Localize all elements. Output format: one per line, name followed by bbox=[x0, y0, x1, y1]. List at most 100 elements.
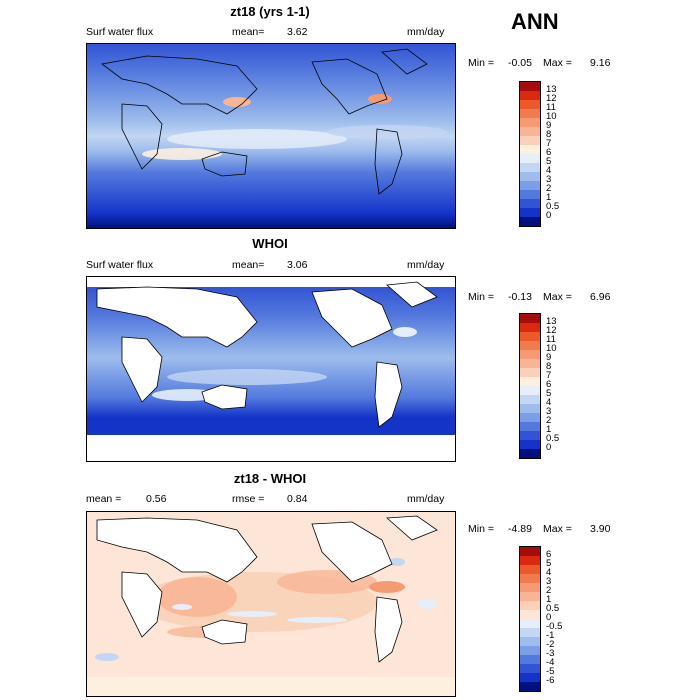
colorbar-tick-label: 8 bbox=[546, 361, 552, 372]
colorbar-tick-label: 4 bbox=[546, 165, 552, 176]
panel-3-mean-value: 0.56 bbox=[146, 493, 167, 505]
colorbar-cell bbox=[520, 646, 540, 655]
panel-1-mean-value: 3.62 bbox=[287, 26, 308, 38]
colorbar-cell bbox=[520, 163, 540, 172]
colorbar-tick-label: 6 bbox=[546, 379, 552, 390]
colorbar-cell bbox=[520, 583, 540, 592]
colorbar-tick-label: -3 bbox=[546, 648, 555, 659]
panel-3-min-value: -4.89 bbox=[508, 523, 532, 535]
panel-2-units: mm/day bbox=[407, 259, 445, 271]
colorbar-tick-label: 12 bbox=[546, 93, 557, 104]
colorbar-tick-label: -1 bbox=[546, 630, 555, 641]
colorbar-tick-label: 6 bbox=[546, 549, 552, 560]
colorbar-cell bbox=[520, 323, 540, 332]
colorbar-cell bbox=[520, 386, 540, 395]
colorbar-cell bbox=[520, 118, 540, 127]
colorbar-tick-label: 4 bbox=[546, 397, 552, 408]
colorbar-cell bbox=[520, 314, 540, 323]
colorbar-tick-label: 4 bbox=[546, 567, 552, 578]
panel-3-units: mm/day bbox=[407, 493, 445, 505]
colorbar-tick-label: 0 bbox=[546, 210, 552, 221]
colorbar-tick-label: 10 bbox=[546, 111, 557, 122]
colorbar-cell bbox=[520, 628, 540, 637]
colorbar-tick-label: 0.5 bbox=[546, 201, 560, 212]
panel-3-title: zt18 - WHOI bbox=[233, 471, 307, 486]
colorbar-cell bbox=[520, 359, 540, 368]
colorbar-cell bbox=[520, 574, 540, 583]
colorbar-tick-label: 0.5 bbox=[546, 433, 560, 444]
panel-2-colorbar bbox=[519, 313, 541, 459]
panel-2-map bbox=[86, 276, 456, 462]
panel-1-map bbox=[86, 43, 456, 229]
colorbar-cell bbox=[520, 664, 540, 673]
colorbar-cell bbox=[520, 82, 540, 91]
colorbar-tick-label: 9 bbox=[546, 120, 552, 131]
panel-3-max-value: 3.90 bbox=[590, 523, 611, 535]
colorbar-tick-label: 13 bbox=[546, 316, 557, 327]
colorbar-cell bbox=[520, 592, 540, 601]
panel-1-max-label: Max = bbox=[543, 57, 572, 69]
panel-2-max-value: 6.96 bbox=[590, 291, 611, 303]
colorbar-tick-label: 11 bbox=[546, 102, 556, 113]
colorbar-cell bbox=[520, 100, 540, 109]
colorbar-cell bbox=[520, 422, 540, 431]
colorbar-cell bbox=[520, 619, 540, 628]
colorbar-tick-label: 7 bbox=[546, 138, 552, 149]
panel-3-max-label: Max = bbox=[543, 523, 572, 535]
panel-1-min-label: Min = bbox=[468, 57, 494, 69]
colorbar-cell bbox=[520, 190, 540, 199]
colorbar-cell bbox=[520, 181, 540, 190]
colorbar-tick-label: 3 bbox=[546, 174, 552, 185]
colorbar-cell bbox=[520, 136, 540, 145]
panel-1-mean-label: mean= bbox=[232, 26, 265, 38]
colorbar-tick-label: 5 bbox=[546, 156, 552, 167]
panel-2-max-label: Max = bbox=[543, 291, 572, 303]
colorbar-cell bbox=[520, 368, 540, 377]
colorbar-cell bbox=[520, 610, 540, 619]
colorbar-tick-label: 9 bbox=[546, 352, 552, 363]
colorbar-tick-label: 1 bbox=[546, 192, 552, 203]
colorbar-cell bbox=[520, 440, 540, 449]
colorbar-tick-label: 0 bbox=[546, 612, 552, 623]
colorbar-tick-label: 5 bbox=[546, 558, 552, 569]
panel-1-colorbar bbox=[519, 81, 541, 227]
colorbar-tick-label: 1 bbox=[546, 594, 552, 605]
colorbar-tick-label: -4 bbox=[546, 657, 555, 668]
panel-2-min-value: -0.13 bbox=[508, 291, 532, 303]
colorbar-cell bbox=[520, 208, 540, 217]
colorbar-tick-label: -0.5 bbox=[546, 621, 563, 632]
colorbar-cell bbox=[520, 199, 540, 208]
panel-1-units: mm/day bbox=[407, 26, 445, 38]
panel-3-mean-label: mean = bbox=[86, 493, 122, 505]
colorbar-cell bbox=[520, 332, 540, 341]
colorbar-cell bbox=[520, 449, 540, 458]
panel-2-colorbar-labels: 13 12 11 10 9 8 7 6 5 4 3 2 1 0.5 0 bbox=[546, 313, 586, 457]
colorbar-cell bbox=[520, 127, 540, 136]
colorbar-cell bbox=[520, 109, 540, 118]
colorbar-tick-label: 3 bbox=[546, 406, 552, 417]
colorbar-tick-label: 8 bbox=[546, 129, 552, 140]
panel-3-colorbar-labels: 6 5 4 3 2 1 0.5 0 -0.5 -1 -2 -3 -4 -5 -6 bbox=[546, 546, 586, 690]
panel-1-variable-label: Surf water flux bbox=[86, 26, 154, 38]
colorbar-tick-label: 13 bbox=[546, 84, 557, 95]
colorbar-tick-label: 1 bbox=[546, 424, 552, 435]
colorbar-tick-label: 2 bbox=[546, 585, 552, 596]
colorbar-cell bbox=[520, 172, 540, 181]
panel-2-mean-label: mean= bbox=[232, 259, 265, 271]
colorbar-tick-label: 10 bbox=[546, 343, 557, 354]
colorbar-cell bbox=[520, 350, 540, 359]
colorbar-tick-label: 2 bbox=[546, 415, 552, 426]
colorbar-tick-label: -6 bbox=[546, 675, 555, 686]
colorbar-cell bbox=[520, 547, 540, 556]
colorbar-cell bbox=[520, 673, 540, 682]
colorbar-tick-label: -2 bbox=[546, 639, 555, 650]
panel-2-min-label: Min = bbox=[468, 291, 494, 303]
colorbar-tick-label: 5 bbox=[546, 388, 552, 399]
season-label: ANN bbox=[511, 9, 559, 34]
colorbar-cell bbox=[520, 377, 540, 386]
panel-3-min-label: Min = bbox=[468, 523, 494, 535]
panel-2-title: WHOI bbox=[252, 236, 288, 251]
panel-2-variable-label: Surf water flux bbox=[86, 259, 154, 271]
colorbar-tick-label: 2 bbox=[546, 183, 552, 194]
panel-1-max-value: 9.16 bbox=[590, 57, 611, 69]
